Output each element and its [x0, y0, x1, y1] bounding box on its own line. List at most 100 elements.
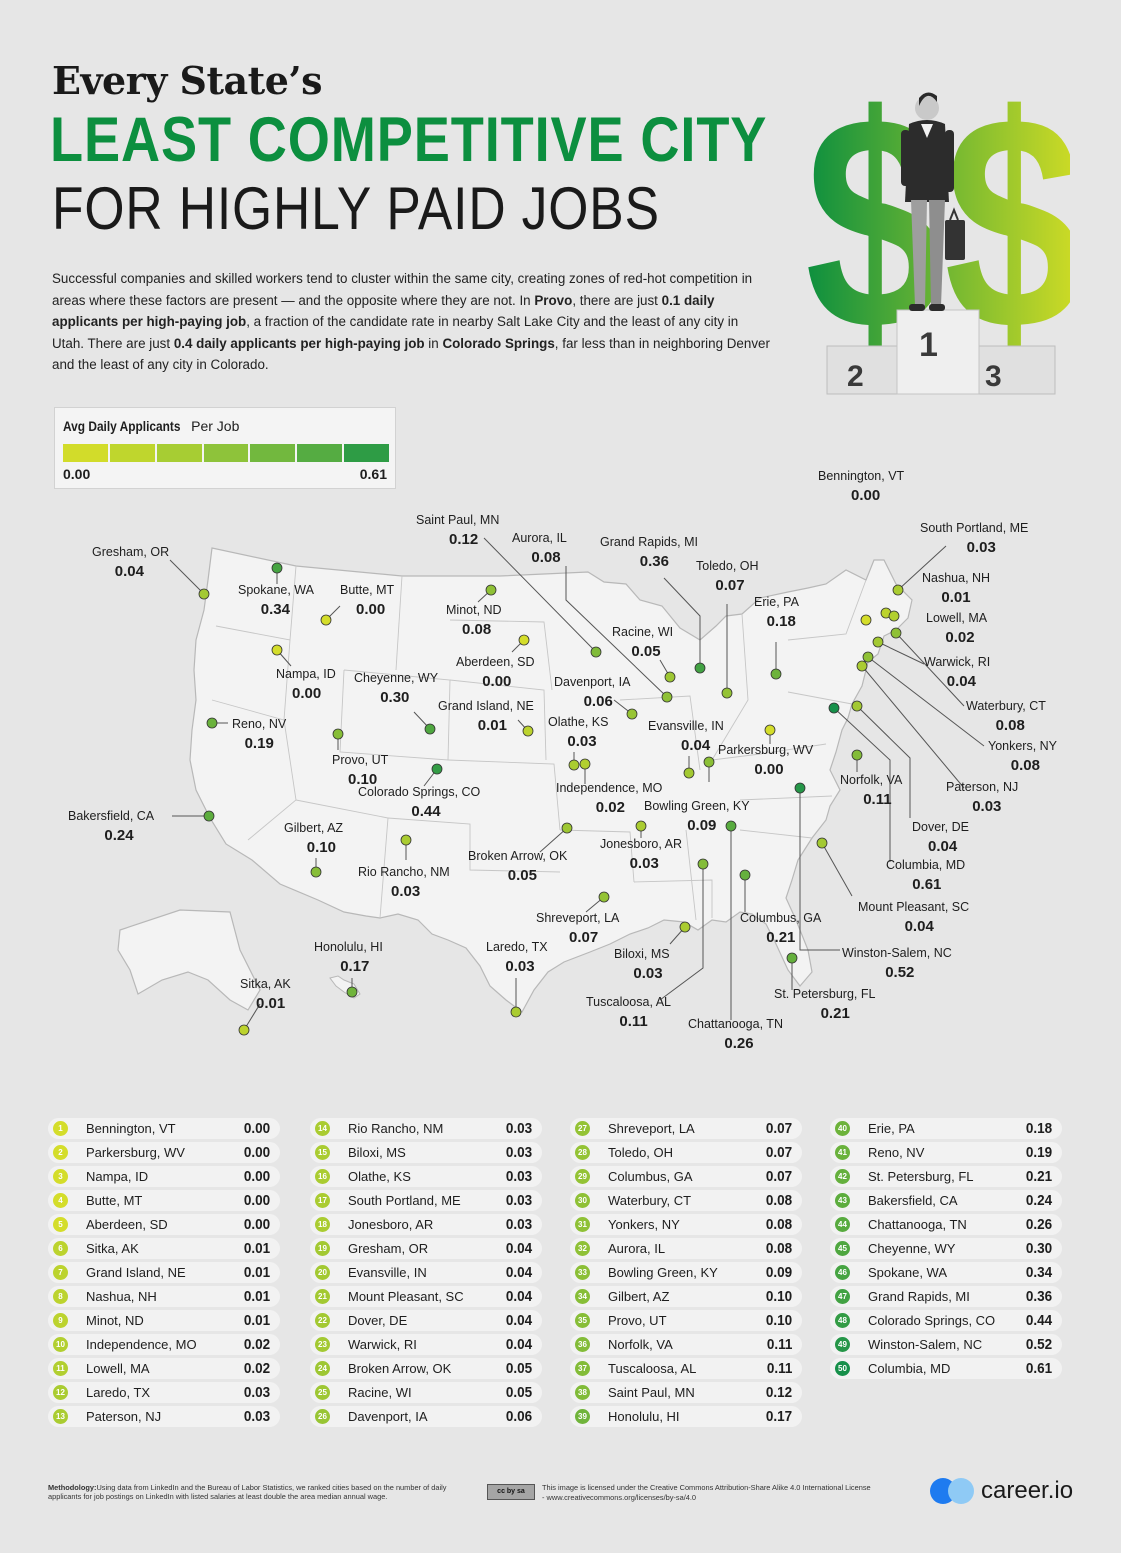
rank-value: 0.09: [765, 1264, 792, 1281]
city-marker[interactable]: [828, 702, 840, 714]
city-marker[interactable]: [626, 708, 638, 720]
city-marker[interactable]: [764, 724, 776, 736]
methodology-text: Using data from LinkedIn and the Bureau …: [48, 1483, 447, 1501]
city-label: Bakersfield, CA: [68, 809, 155, 823]
legend-title-rest: Per Job: [191, 418, 240, 434]
ranking-row: 11 Lowell, MA 0.02: [48, 1358, 280, 1379]
leader-line: [856, 705, 911, 818]
city-marker[interactable]: [888, 610, 900, 622]
city-marker[interactable]: [400, 834, 412, 846]
city-value: 0.00: [754, 761, 783, 778]
city-marker[interactable]: [271, 562, 283, 574]
city-marker[interactable]: [892, 584, 904, 596]
city-marker[interactable]: [635, 820, 647, 832]
hero-illustration: $$ 1 2 3: [805, 60, 1070, 395]
rank-badge: 47: [835, 1289, 850, 1304]
city-value: 0.21: [821, 1005, 850, 1022]
rank-badge: 41: [835, 1145, 850, 1160]
rank-city-name: Norfolk, VA: [608, 1337, 673, 1352]
city-marker[interactable]: [485, 584, 497, 596]
city-label: Columbia, MD: [886, 858, 965, 872]
rank-value: 0.00: [243, 1144, 270, 1161]
city-label: Honolulu, HI: [314, 940, 383, 954]
city-marker[interactable]: [872, 636, 884, 648]
rank-value: 0.05: [505, 1360, 532, 1377]
city-marker[interactable]: [424, 723, 436, 735]
rank-value: 0.21: [1025, 1168, 1052, 1185]
city-marker[interactable]: [310, 866, 322, 878]
city-marker[interactable]: [518, 634, 530, 646]
city-marker[interactable]: [522, 725, 534, 737]
city-marker[interactable]: [860, 614, 872, 626]
city-marker[interactable]: [794, 782, 806, 794]
city-marker[interactable]: [568, 759, 580, 771]
ranking-row: 42 St. Petersburg, FL 0.21: [830, 1166, 1062, 1187]
city-marker[interactable]: [851, 749, 863, 761]
city-marker[interactable]: [332, 728, 344, 740]
city-marker[interactable]: [694, 662, 706, 674]
city-marker[interactable]: [703, 756, 715, 768]
rank-badge: 38: [575, 1385, 590, 1400]
city-marker[interactable]: [721, 687, 733, 699]
city-label: Aberdeen, SD: [456, 655, 535, 669]
rank-badge: 37: [575, 1361, 590, 1376]
city-marker[interactable]: [862, 651, 874, 663]
rank-city-name: Dover, DE: [348, 1313, 408, 1328]
city-marker[interactable]: [346, 986, 358, 998]
ranking-row: 6 Sitka, AK 0.01: [48, 1238, 280, 1259]
leader-line: [483, 537, 597, 653]
city-marker[interactable]: [697, 858, 709, 870]
city-marker[interactable]: [816, 837, 828, 849]
city-value: 0.04: [947, 673, 977, 690]
city-marker[interactable]: [431, 763, 443, 775]
rank-badge: 28: [575, 1145, 590, 1160]
career-io-logo: career.io: [929, 1474, 1079, 1508]
rank-value: 0.61: [1025, 1360, 1052, 1377]
rank-badge: 32: [575, 1241, 590, 1256]
city-marker[interactable]: [679, 921, 691, 933]
rank-city-name: Gilbert, AZ: [608, 1289, 670, 1304]
city-label: Minot, ND: [446, 603, 502, 617]
city-label: Yonkers, NY: [988, 739, 1058, 753]
city-value: 0.05: [631, 643, 660, 660]
city-marker[interactable]: [661, 691, 673, 703]
city-marker[interactable]: [271, 644, 283, 656]
city-marker[interactable]: [579, 758, 591, 770]
podium-label-2: 2: [847, 360, 864, 393]
ranking-row: 46 Spokane, WA 0.34: [830, 1262, 1062, 1283]
city-label: Spokane, WA: [238, 583, 315, 597]
ranking-row: 21 Mount Pleasant, SC 0.04: [310, 1286, 542, 1307]
city-marker[interactable]: [786, 952, 798, 964]
rank-city-name: Laredo, TX: [86, 1385, 151, 1400]
rank-badge: 6: [53, 1241, 68, 1256]
city-marker[interactable]: [856, 660, 868, 672]
city-marker[interactable]: [206, 717, 218, 729]
ranking-row: 43 Bakersfield, CA 0.24: [830, 1190, 1062, 1211]
ranking-row: 37 Tuscaloosa, AL 0.11: [570, 1358, 802, 1379]
rank-city-name: Aurora, IL: [608, 1241, 666, 1256]
city-marker[interactable]: [725, 820, 737, 832]
city-marker[interactable]: [664, 671, 676, 683]
city-value: 0.00: [482, 673, 511, 690]
city-marker[interactable]: [770, 668, 782, 680]
city-value: 0.07: [715, 577, 744, 594]
city-marker[interactable]: [203, 810, 215, 822]
city-value: 0.18: [767, 613, 796, 630]
city-value: 0.07: [569, 929, 598, 946]
ranking-row: 12 Laredo, TX 0.03: [48, 1382, 280, 1403]
city-marker[interactable]: [683, 767, 695, 779]
rank-badge: 36: [575, 1337, 590, 1352]
city-value: 0.44: [411, 803, 441, 820]
city-marker[interactable]: [238, 1024, 250, 1036]
city-marker[interactable]: [739, 869, 751, 881]
city-marker[interactable]: [561, 822, 573, 834]
city-marker[interactable]: [198, 588, 210, 600]
city-marker[interactable]: [510, 1006, 522, 1018]
city-marker[interactable]: [598, 891, 610, 903]
city-marker[interactable]: [320, 614, 332, 626]
city-marker[interactable]: [890, 627, 902, 639]
city-marker[interactable]: [851, 700, 863, 712]
city-marker[interactable]: [590, 646, 602, 658]
businessman-figure: [901, 92, 965, 311]
ranking-row: 7 Grand Island, NE 0.01: [48, 1262, 280, 1283]
